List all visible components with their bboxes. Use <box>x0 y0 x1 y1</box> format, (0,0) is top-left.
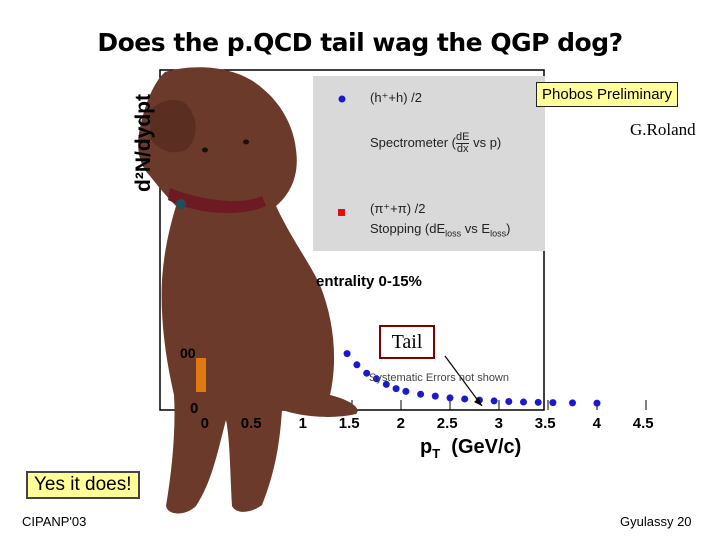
legend-fraction-bottom: dx <box>456 143 469 155</box>
y-tick-zero: 0 <box>190 400 199 417</box>
data-point <box>392 385 400 393</box>
phobos-preliminary-tag: Phobos Preliminary <box>536 82 679 107</box>
legend-method2-a: Stopping (dE <box>370 221 446 236</box>
data-point <box>461 395 469 403</box>
legend-method2-end: ) <box>506 221 511 236</box>
legend-series2: (π⁺+π) /2 <box>370 201 426 216</box>
x-tick-label: 0 <box>200 415 209 432</box>
data-points <box>343 350 601 407</box>
legend-method2-sub2: loss <box>490 228 507 239</box>
legend-markers <box>338 95 346 216</box>
answer-box: Yes it does! <box>26 471 140 499</box>
data-point <box>431 392 439 400</box>
x-axis-label-sub: T <box>432 446 441 461</box>
data-point <box>549 399 557 407</box>
data-point <box>363 369 371 377</box>
data-point <box>382 380 390 388</box>
data-point <box>569 399 576 407</box>
legend-fraction: dE dx <box>455 131 470 155</box>
x-tick-label: 1 <box>298 415 307 432</box>
slide-title: Does the p.QCD tail wag the QGP dog? <box>97 28 623 57</box>
y-axis-label-text: d²N/dydpt <box>132 94 155 192</box>
data-point <box>520 398 527 406</box>
data-point <box>534 398 542 406</box>
credit-label: G.Roland <box>630 120 696 139</box>
data-point <box>417 390 425 398</box>
legend-method2-sub1: loss <box>445 228 462 239</box>
x-tick-label: 1.5 <box>338 415 360 432</box>
legend-method1-end: vs p) <box>473 134 502 150</box>
data-point <box>446 394 454 402</box>
legend-method1-text: Spectrometer ( <box>370 134 456 150</box>
dog-photo <box>138 67 358 514</box>
centrality-label: entrality 0-15% <box>316 273 422 290</box>
tail-arrowhead <box>474 398 482 406</box>
x-axis-label: pT (GeV/c) <box>420 436 521 461</box>
tail-callout: Tail <box>379 325 435 359</box>
x-tick-label: 3.5 <box>534 415 556 432</box>
tail-arrow <box>444 355 483 407</box>
legend-method1: Spectrometer (dE dx vs p) <box>370 132 501 155</box>
legend-method2-b: vs E <box>461 221 491 236</box>
systematic-errors-note: Systematic Errors not shown <box>369 372 509 384</box>
data-point <box>353 361 361 369</box>
x-axis-label-p: p <box>420 436 433 458</box>
x-tick-label: 2.5 <box>436 415 458 432</box>
legend-marker-pion <box>338 209 345 216</box>
x-axis-label-unit: (GeV/c) <box>451 436 522 458</box>
x-tick-label: 2 <box>396 415 405 432</box>
legend-fraction-top: dE <box>455 131 470 144</box>
author-page-label: Gyulassy 20 <box>620 514 692 529</box>
data-point <box>402 387 410 395</box>
legend-series1: (h⁺+h) /2 <box>370 90 423 105</box>
y-axis-label: d²N/dydpt <box>128 80 158 195</box>
y-tick-upper: 00 <box>180 345 196 361</box>
data-point <box>373 375 380 383</box>
x-tick-label: 4 <box>592 415 601 432</box>
data-point <box>343 350 351 358</box>
data-point <box>490 397 498 405</box>
data-point <box>593 399 601 407</box>
legend-marker-charged <box>338 95 346 103</box>
data-point <box>505 397 513 405</box>
conference-label: CIPANP'03 <box>22 514 87 529</box>
legend-method2: Stopping (dEloss vs Eloss) <box>370 221 510 239</box>
x-tick-label: 4.5 <box>632 415 654 432</box>
x-tick-label: 3 <box>494 415 503 432</box>
legend: (h⁺+h) /2 Spectrometer (dE dx vs p) (π⁺+π… <box>313 76 545 251</box>
x-tick-label: 0.5 <box>240 415 262 432</box>
orange-marker <box>196 358 206 392</box>
